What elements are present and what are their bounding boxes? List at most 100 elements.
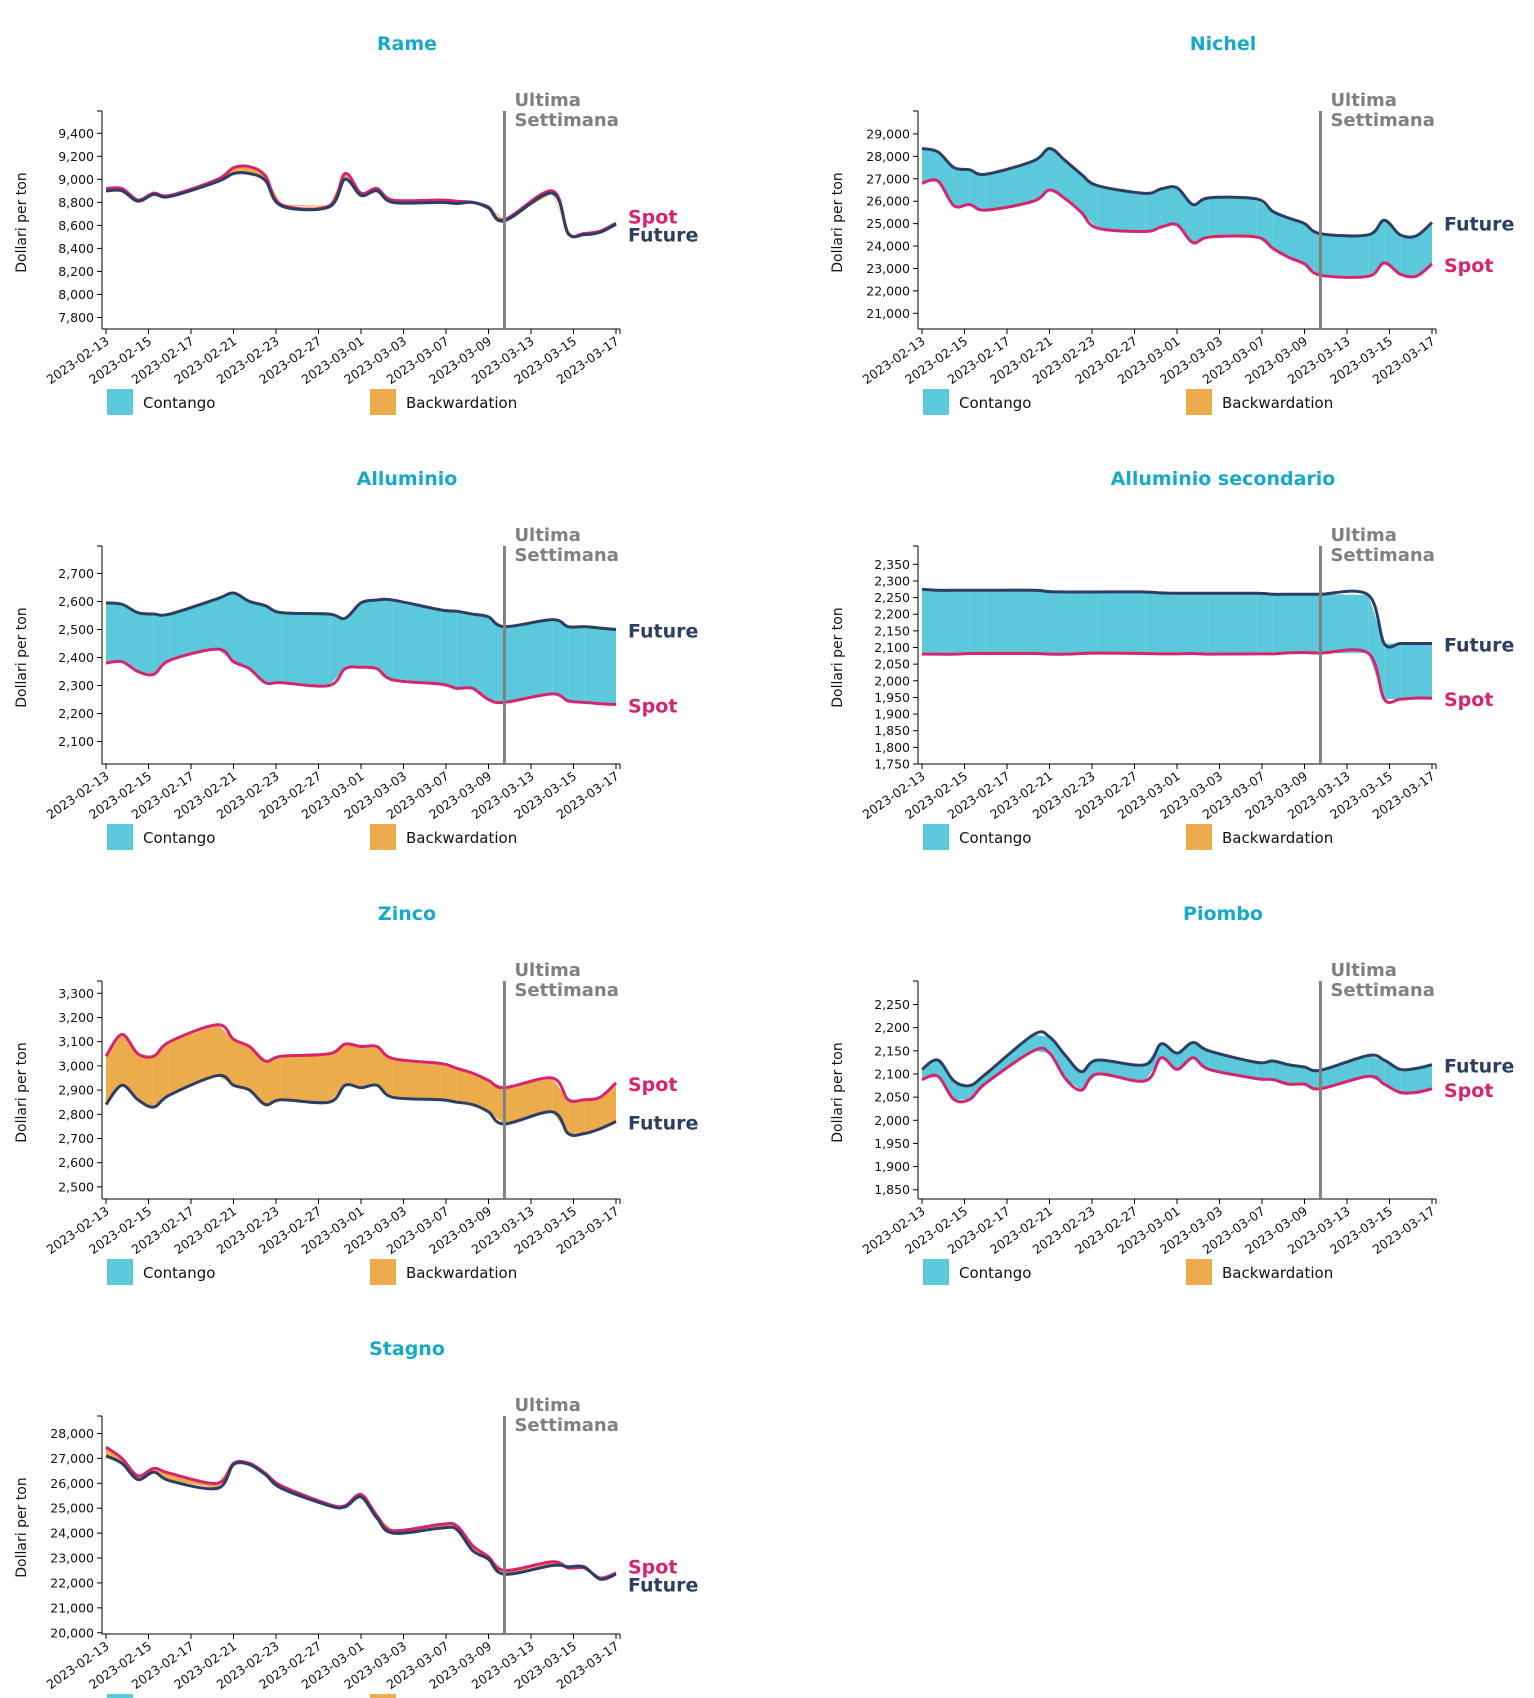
- y-tick-label: 2,350: [874, 557, 910, 572]
- legend-backwardation-swatch: [1186, 389, 1212, 415]
- legend-backwardation-label: Backwardation: [1222, 394, 1333, 412]
- legend-contango-label: Contango: [143, 1264, 215, 1282]
- future-end-label: Future: [1444, 635, 1514, 657]
- y-tick-label: 2,700: [58, 1131, 94, 1146]
- spot-end-label: Spot: [628, 696, 677, 718]
- last-week-label-line1: Ultima: [514, 90, 580, 111]
- last-week-label-line2: Settimana: [514, 110, 618, 131]
- contango-area-segment: [584, 626, 601, 704]
- chart-title: Zinco: [378, 903, 436, 925]
- chart-alluminio-secondario: Alluminio secondario Dollari per ton 1,750…: [830, 468, 1514, 850]
- legend-contango-label: Contango: [143, 829, 215, 847]
- y-tick-label: 1,750: [874, 757, 910, 772]
- contango-area-segment: [106, 602, 122, 664]
- legend-backwardation-label: Backwardation: [406, 394, 517, 412]
- contango-area-segment: [1288, 1064, 1305, 1085]
- y-tick-label: 7,800: [58, 310, 94, 325]
- last-week-label-line1: Ultima: [1330, 525, 1396, 546]
- contango-area-segment: [265, 605, 282, 683]
- future-end-label: Future: [1444, 1056, 1514, 1078]
- contango-area-segment: [1272, 211, 1289, 258]
- y-tick-label: 21,000: [50, 1600, 94, 1615]
- y-tick-label: 2,300: [58, 678, 94, 693]
- y-axis-label: Dollari per ton: [830, 607, 846, 707]
- contango-area-segment: [1256, 593, 1273, 654]
- y-tick-label: 2,500: [58, 1179, 94, 1194]
- future-line: [104, 1073, 617, 1137]
- contango-area-segment: [1304, 223, 1321, 276]
- contango-area-segment: [1320, 233, 1369, 277]
- backwardation-area-segment: [568, 1099, 585, 1134]
- contango-area-segment: [1272, 1061, 1289, 1085]
- contango-area-segment: [1065, 160, 1082, 213]
- contango-area-segment: [969, 590, 986, 654]
- contango-area-segment: [504, 619, 553, 703]
- backwardation-area-segment: [153, 1468, 170, 1481]
- legend-backwardation-swatch: [1186, 824, 1212, 850]
- y-tick-label: 9,000: [58, 172, 94, 187]
- contango-area-segment: [1288, 594, 1305, 653]
- y-tick-label: 2,250: [874, 590, 910, 605]
- backwardation-area-segment: [584, 1097, 601, 1134]
- contango-area-segment: [568, 626, 585, 703]
- contango-area-segment: [1400, 234, 1417, 277]
- contango-area-segment: [153, 614, 170, 675]
- y-tick-label: 2,100: [874, 1066, 910, 1081]
- contango-area-segment: [1081, 591, 1098, 654]
- y-tick-label: 2,000: [874, 1113, 910, 1128]
- contango-area-segment: [376, 600, 393, 680]
- contango-area-segment: [1368, 594, 1385, 700]
- contango-area-segment: [1049, 591, 1066, 655]
- y-tick-label: 26,000: [50, 1476, 94, 1491]
- y-axis-label: Dollari per ton: [14, 172, 30, 272]
- legend-contango-label: Contango: [959, 1264, 1031, 1282]
- contango-area-segment: [1416, 222, 1432, 277]
- y-tick-label: 2,900: [58, 1083, 94, 1098]
- backwardation-area-segment: [440, 1063, 457, 1103]
- y-tick-label: 2,100: [58, 734, 94, 749]
- legend-contango-swatch: [107, 824, 133, 850]
- y-tick-label: 9,400: [58, 126, 94, 141]
- contango-area-segment: [1384, 220, 1401, 275]
- last-week-label-line1: Ultima: [514, 525, 580, 546]
- contango-area-segment: [1192, 593, 1209, 655]
- chart-piombo: Piombo Dollari per ton 1,850 1,900 1,950 2,00…: [830, 903, 1514, 1285]
- legend-backwardation-label: Backwardation: [1222, 1264, 1333, 1282]
- y-tick-label: 8,400: [58, 241, 94, 256]
- y-tick-label: 8,800: [58, 195, 94, 210]
- contango-area-segment: [1256, 198, 1273, 249]
- contango-area-segment: [937, 1060, 954, 1100]
- contango-area-segment: [1320, 1055, 1369, 1089]
- spot-line: [105, 647, 617, 707]
- y-tick-label: 8,000: [58, 287, 94, 302]
- contango-area-segment: [1081, 1060, 1098, 1091]
- y-tick-label: 8,600: [58, 218, 94, 233]
- future-line: [921, 147, 1434, 239]
- last-week-label-line2: Settimana: [514, 980, 618, 1001]
- backwardation-area-segment: [488, 1080, 505, 1124]
- chart-nichel: Nichel Dollari per ton 21,000 22,000 23,000 2…: [830, 33, 1514, 415]
- y-tick-label: 23,000: [50, 1551, 94, 1566]
- y-tick-label: 22,000: [866, 283, 910, 298]
- spot-line: [921, 648, 1433, 705]
- legend-contango-label: Contango: [959, 394, 1031, 412]
- contango-area-segment: [1161, 1043, 1177, 1070]
- contango-area-segment: [953, 167, 970, 206]
- contango-area-segment: [1272, 594, 1289, 654]
- y-tick-label: 2,300: [874, 573, 910, 588]
- spot-line: [105, 1445, 617, 1580]
- contango-area-segment: [1304, 1067, 1321, 1089]
- y-tick-label: 24,000: [50, 1526, 94, 1541]
- legend-backwardation-label: Backwardation: [406, 1264, 517, 1282]
- last-week-label-line1: Ultima: [1330, 960, 1396, 981]
- backwardation-area-segment: [472, 1073, 489, 1112]
- y-tick-label: 2,100: [874, 640, 910, 655]
- legend-contango-swatch: [107, 1694, 133, 1698]
- last-week-label-line2: Settimana: [1330, 545, 1434, 566]
- contango-area-segment: [1177, 1042, 1193, 1070]
- backwardation-area-segment: [361, 1046, 377, 1088]
- y-tick-label: 2,250: [874, 997, 910, 1012]
- contango-area-segment: [1065, 591, 1082, 655]
- spot-end-label: Spot: [628, 1557, 677, 1579]
